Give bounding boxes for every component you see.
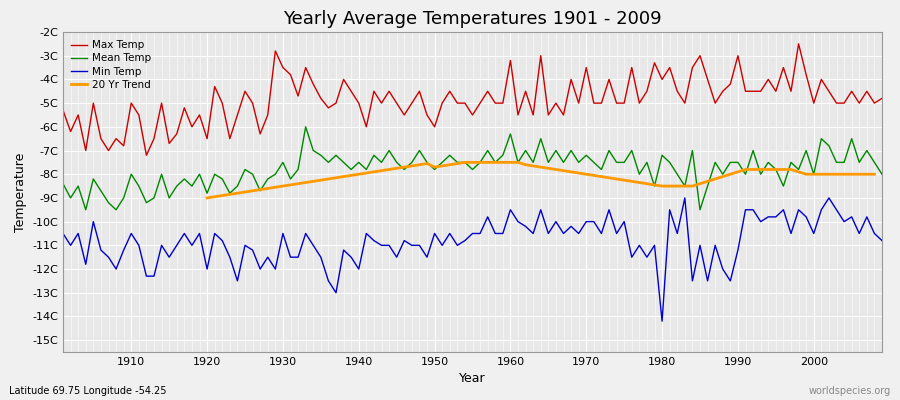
Mean Temp	[611, 160, 622, 165]
Min Temp	[657, 319, 668, 324]
20 Yr Trend	[285, 182, 296, 187]
Max Temp	[513, 112, 524, 117]
20 Yr Trend	[202, 196, 212, 200]
Line: Min Temp: Min Temp	[63, 198, 882, 321]
20 Yr Trend	[338, 174, 349, 179]
Title: Yearly Average Temperatures 1901 - 2009: Yearly Average Temperatures 1901 - 2009	[284, 10, 662, 28]
Max Temp	[338, 77, 349, 82]
20 Yr Trend	[460, 160, 471, 165]
Min Temp	[680, 196, 690, 200]
Min Temp	[877, 238, 887, 243]
Max Temp	[141, 153, 152, 158]
Max Temp	[292, 94, 303, 98]
Mean Temp	[80, 207, 91, 212]
Mean Temp	[292, 167, 303, 172]
Min Temp	[505, 207, 516, 212]
Line: Max Temp: Max Temp	[63, 44, 882, 155]
Mean Temp	[126, 172, 137, 177]
Mean Temp	[877, 172, 887, 177]
Min Temp	[330, 290, 341, 295]
Max Temp	[118, 143, 129, 148]
Max Temp	[877, 96, 887, 101]
Mean Temp	[513, 160, 524, 165]
Mean Temp	[58, 181, 68, 186]
Max Temp	[604, 77, 615, 82]
20 Yr Trend	[270, 185, 281, 190]
Mean Temp	[346, 167, 356, 172]
20 Yr Trend	[869, 172, 880, 177]
Max Temp	[505, 58, 516, 63]
Mean Temp	[520, 148, 531, 153]
Min Temp	[596, 231, 607, 236]
Mean Temp	[301, 124, 311, 129]
20 Yr Trend	[551, 167, 562, 172]
Text: Latitude 69.75 Longitude -54.25: Latitude 69.75 Longitude -54.25	[9, 386, 166, 396]
Min Temp	[58, 231, 68, 236]
Min Temp	[118, 248, 129, 252]
20 Yr Trend	[801, 172, 812, 177]
Line: Mean Temp: Mean Temp	[63, 127, 882, 210]
Legend: Max Temp, Mean Temp, Min Temp, 20 Yr Trend: Max Temp, Mean Temp, Min Temp, 20 Yr Tre…	[68, 37, 155, 93]
Line: 20 Yr Trend: 20 Yr Trend	[207, 162, 875, 198]
20 Yr Trend	[467, 160, 478, 165]
Min Temp	[498, 231, 508, 236]
Y-axis label: Temperature: Temperature	[14, 152, 27, 232]
X-axis label: Year: Year	[459, 372, 486, 386]
Max Temp	[793, 42, 804, 46]
Max Temp	[58, 108, 68, 113]
Min Temp	[285, 255, 296, 260]
Text: worldspecies.org: worldspecies.org	[809, 386, 891, 396]
